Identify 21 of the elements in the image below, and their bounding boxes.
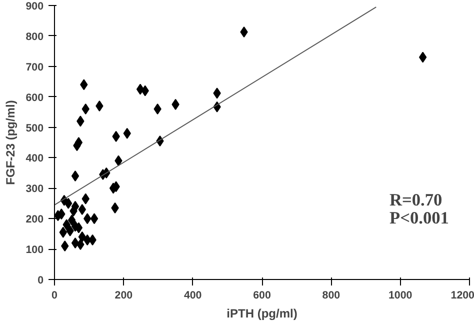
y-tick-label: 500	[26, 122, 44, 134]
y-tick-label: 0	[38, 274, 44, 286]
x-tick-label: 800	[322, 290, 340, 302]
x-tick-label: 1200	[450, 290, 474, 302]
y-tick-label: 100	[26, 244, 44, 256]
y-tick-label: 800	[26, 30, 44, 43]
y-axis-title: FGF-23 (pg/ml)	[4, 100, 18, 185]
x-tick-label: 1000	[388, 290, 412, 302]
y-tick-label: 600	[26, 92, 44, 104]
x-tick-label: 200	[114, 290, 133, 302]
y-tick-label: 300	[26, 183, 44, 196]
x-axis-title: iPTH (pg/ml)	[226, 306, 298, 320]
x-tick-label: 0	[52, 290, 58, 302]
x-tick-label: 600	[253, 290, 271, 302]
y-tick-label: 700	[26, 61, 44, 74]
annotation: P<0.001	[390, 208, 449, 228]
y-tick-label: 900	[26, 0, 44, 12]
x-tick-label: 400	[184, 290, 202, 302]
y-tick-label: 400	[26, 152, 44, 165]
annotation: R=0.70	[390, 190, 442, 210]
y-tick-label: 200	[26, 214, 44, 226]
